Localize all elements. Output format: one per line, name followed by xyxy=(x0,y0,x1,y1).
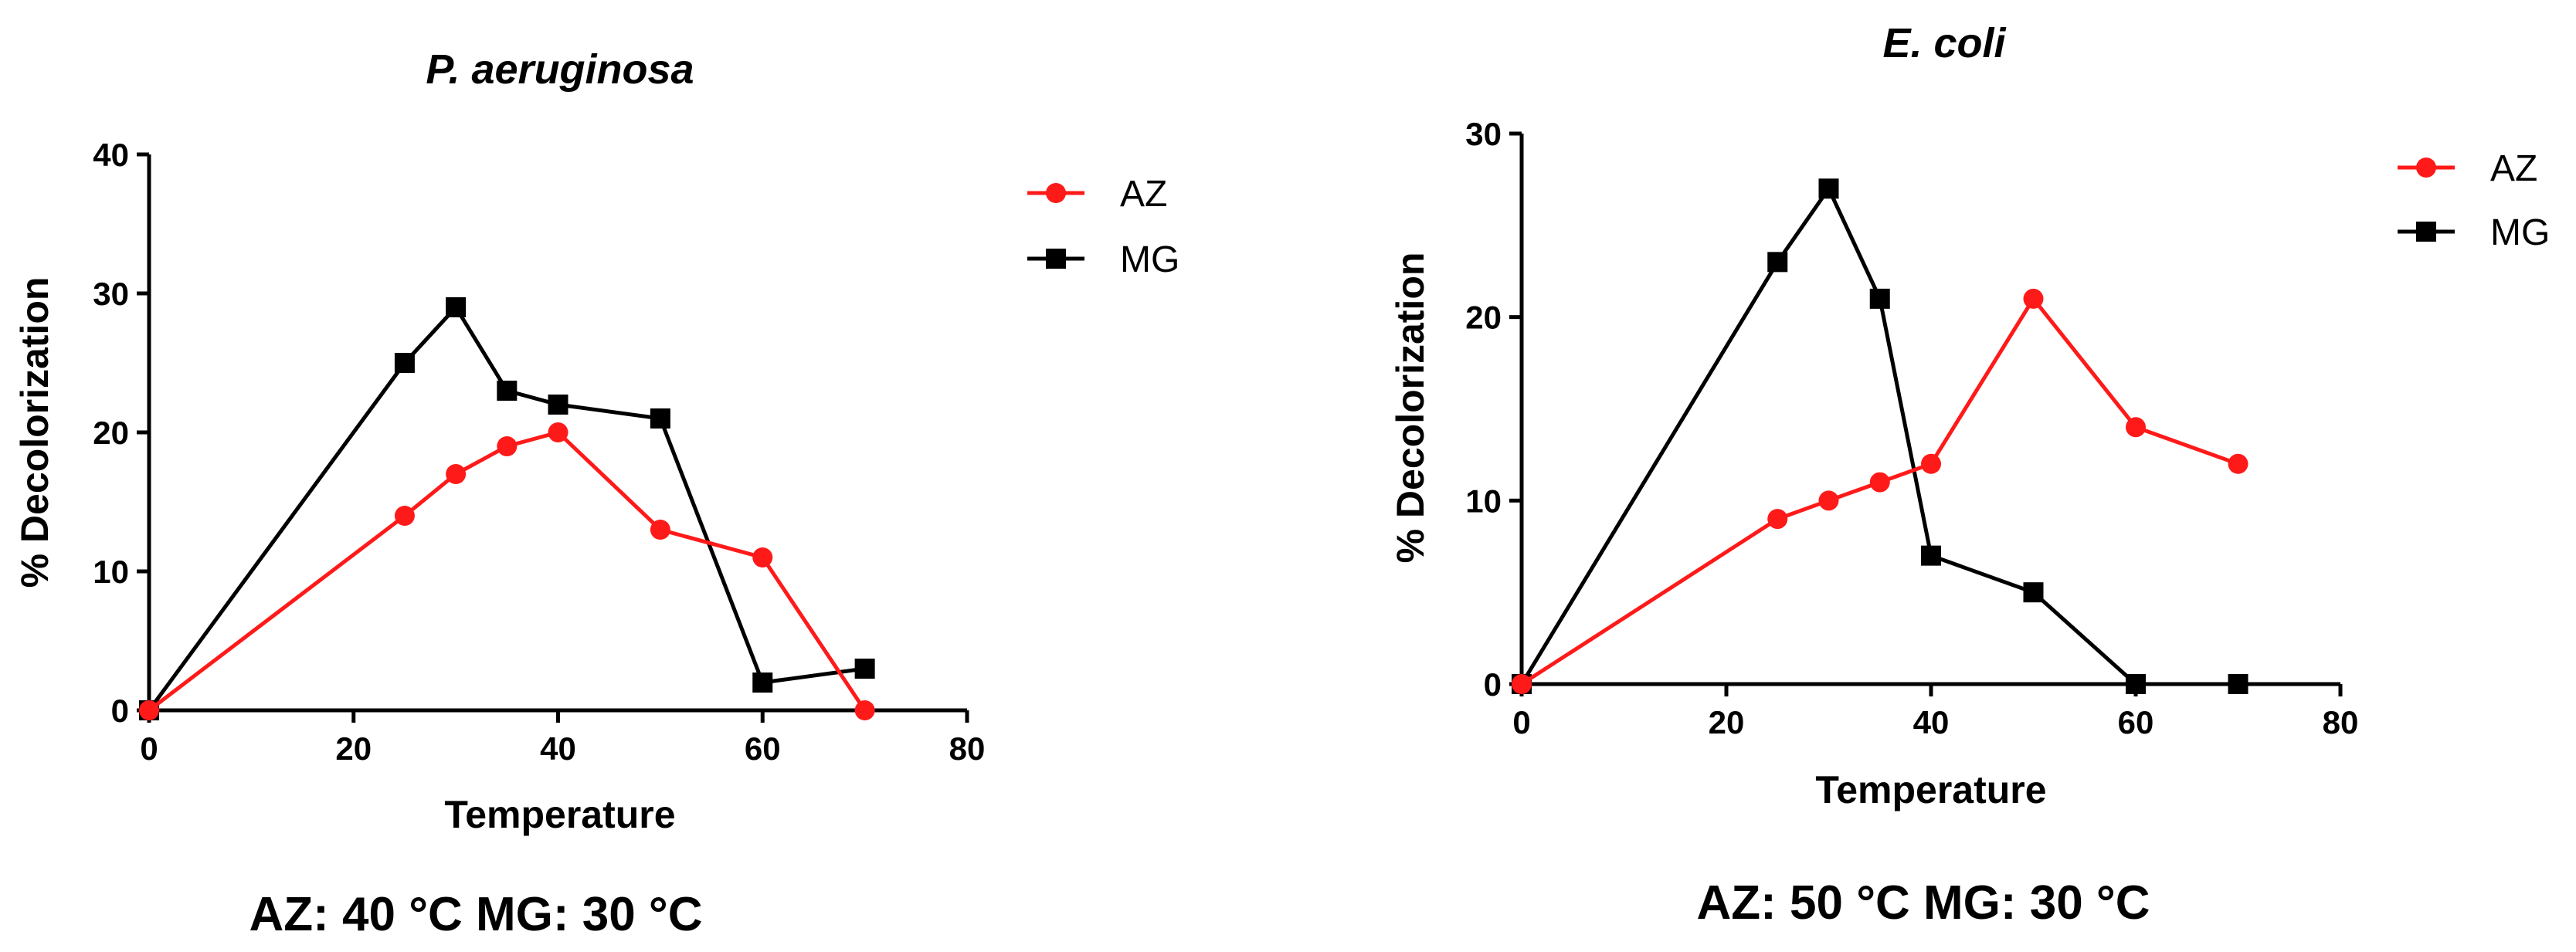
y-tick-label: 10 xyxy=(1465,483,1502,519)
data-point-az xyxy=(497,436,518,456)
data-point-az xyxy=(752,547,773,567)
x-tick-label: 60 xyxy=(745,730,781,767)
legend-label: AZ xyxy=(1120,174,1167,215)
data-point-az xyxy=(446,464,467,484)
y-tick-label: 30 xyxy=(93,276,129,312)
legend-item-az: AZ xyxy=(2398,148,2537,189)
legend: AZ MG xyxy=(2398,148,2550,253)
data-point-az xyxy=(1767,509,1788,530)
y-axis-title: % Decolorization xyxy=(1389,252,1432,564)
x-tick-label: 0 xyxy=(1512,704,1530,740)
legend-item-mg: MG xyxy=(2398,212,2550,253)
legend-marker xyxy=(2416,158,2436,178)
data-point-az xyxy=(2126,417,2146,438)
y-tick-label: 0 xyxy=(111,693,129,729)
legend-marker xyxy=(1046,183,1066,203)
data-point-mg xyxy=(1818,178,1839,199)
x-tick-label: 80 xyxy=(949,730,986,767)
chart-1: P. aeruginosa 0 10 20 30 40 0 20 40 60 80 Temperatu… xyxy=(13,46,1179,941)
data-point-mg xyxy=(548,395,568,415)
y-tick-label: 0 xyxy=(1484,666,1502,703)
data-point-az xyxy=(548,422,568,442)
y-tick-label: 20 xyxy=(1465,300,1502,336)
legend-item-az: AZ xyxy=(1027,174,1167,215)
data-point-mg xyxy=(1869,288,1890,309)
x-tick-label: 20 xyxy=(1709,704,1745,740)
x-tick-label: 20 xyxy=(335,730,372,767)
data-point-mg xyxy=(650,408,670,429)
x-tick-label: 40 xyxy=(1913,704,1950,740)
data-point-mg xyxy=(497,381,518,401)
x-axis-title: Temperature xyxy=(1815,768,2046,811)
x-axis-title: Temperature xyxy=(444,793,675,836)
y-tick-label: 10 xyxy=(93,554,129,590)
data-point-az xyxy=(650,520,670,540)
y-tick-label: 20 xyxy=(93,415,129,451)
legend-label: MG xyxy=(2490,212,2550,253)
x-tick-label: 0 xyxy=(140,730,158,767)
optimum-caption: AZ: 50 °C MG: 30 °C xyxy=(1696,876,2150,930)
y-axis-title: % Decolorization xyxy=(13,277,56,588)
legend-marker xyxy=(2416,222,2436,242)
data-point-mg xyxy=(2023,582,2044,603)
chart-2: E. coli 0 10 20 30 0 20 40 60 80 Temperature % Deco… xyxy=(1389,20,2550,930)
data-point-mg xyxy=(752,672,773,693)
series-az xyxy=(139,422,875,720)
series-az xyxy=(1512,288,2248,694)
data-point-mg xyxy=(1767,252,1788,273)
data-point-az xyxy=(1921,453,1941,474)
data-point-az xyxy=(1512,674,1532,694)
series-line-az xyxy=(148,430,867,712)
legend-marker xyxy=(1046,249,1066,269)
legend-label: MG xyxy=(1120,239,1179,280)
series-line-mg xyxy=(1519,185,2238,686)
data-point-mg xyxy=(446,297,467,317)
x-tick-label: 40 xyxy=(540,730,576,767)
data-point-az xyxy=(2228,453,2248,474)
x-tick-label: 80 xyxy=(2323,704,2359,740)
data-point-az xyxy=(1818,490,1839,511)
data-point-az xyxy=(394,506,415,526)
data-point-mg xyxy=(854,659,875,679)
data-point-mg xyxy=(2126,674,2146,694)
legend: AZ MG xyxy=(1027,174,1179,280)
legend-label: AZ xyxy=(2490,148,2537,189)
data-point-mg xyxy=(394,353,415,373)
data-point-mg xyxy=(1921,545,1941,566)
legend-item-mg: MG xyxy=(1027,239,1179,280)
data-point-az xyxy=(2023,288,2044,309)
data-point-az xyxy=(1869,472,1890,493)
y-tick-label: 40 xyxy=(93,137,129,173)
data-point-az xyxy=(854,700,875,720)
series-mg xyxy=(139,297,875,720)
data-point-mg xyxy=(2228,674,2248,694)
x-tick-label: 60 xyxy=(2118,704,2154,740)
optimum-caption: AZ: 40 °C MG: 30 °C xyxy=(249,888,702,941)
y-tick-label: 30 xyxy=(1465,116,1502,152)
series-line-mg xyxy=(147,303,865,712)
data-point-az xyxy=(139,700,159,720)
chart-title: E. coli xyxy=(1882,20,2006,66)
chart-title: P. aeruginosa xyxy=(426,46,694,93)
